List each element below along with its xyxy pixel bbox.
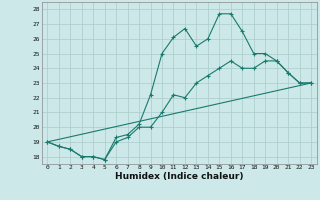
- X-axis label: Humidex (Indice chaleur): Humidex (Indice chaleur): [115, 172, 244, 181]
